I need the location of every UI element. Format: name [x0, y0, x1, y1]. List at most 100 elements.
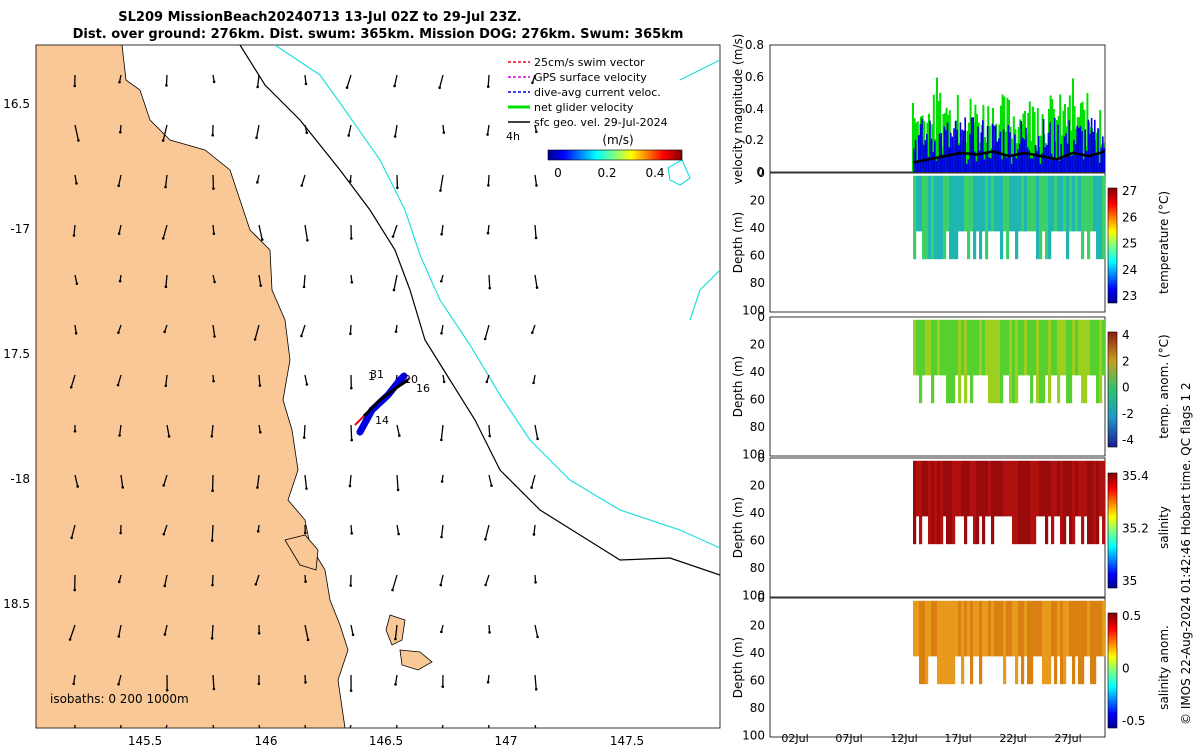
sfc-vel-arrow [396, 174, 399, 190]
sfc-vel-arrow [396, 424, 401, 437]
sfc-vel-arrow [487, 724, 490, 728]
sfc-vel-arrow [72, 224, 76, 237]
depth-y-tick: 20 [750, 619, 765, 633]
vel-y-tick: 0.2 [745, 133, 764, 147]
depth-y-label: Depth (m) [731, 356, 745, 417]
sfc-vel-arrow [486, 74, 490, 88]
sfc-vel-arrow [210, 524, 214, 542]
sfc-vel-arrow [534, 624, 539, 639]
sfc-vel-arrow [212, 374, 215, 383]
sfc-vel-arrow [396, 524, 400, 536]
sfc-vel-arrow [211, 124, 214, 137]
colorbar-tick: 0 [1122, 381, 1130, 395]
sfc-vel-arrow [394, 324, 398, 333]
sfc-vel-arrow [441, 674, 445, 688]
sfc-vel-arrow [163, 574, 168, 588]
sfc-vel-arrow [161, 124, 168, 142]
sfc-vel-arrow [253, 324, 260, 341]
vel-y-tick: 0 [756, 165, 764, 179]
sfc-vel-arrow [162, 474, 168, 487]
sfc-vel-arrow [256, 474, 260, 489]
sfc-vel-arrow [69, 374, 76, 389]
sfc-vel-arrow [258, 424, 262, 434]
sfc-vel-arrow [349, 674, 353, 692]
sfc-vel-arrow [210, 424, 214, 438]
legend-sfc-geo-vel: sfc geo. vel. 29-Jul-2024 [534, 116, 668, 129]
sfc-vel-arrow [350, 424, 354, 442]
sfc-vel-arrow [440, 274, 444, 283]
sfc-vel-arrow [304, 724, 307, 728]
colorbar-tick: -4 [1122, 433, 1134, 447]
sfc-vel-arrow [484, 574, 490, 587]
sfc-vel-arrow [304, 74, 308, 86]
sfc-vel-arrow [258, 224, 264, 241]
depth-y-tick: 0 [757, 591, 765, 605]
map-x-tick: 145.5 [128, 734, 162, 748]
legend-gps-velocity: GPS surface velocity [534, 71, 647, 84]
sfc-vel-arrow [74, 274, 79, 285]
depth-y-tick: 20 [750, 194, 765, 208]
depth-y-label: Depth (m) [731, 637, 745, 698]
sfc-vel-arrow [488, 624, 491, 634]
sfc-vel-arrow [488, 474, 493, 487]
title-line-1: SL209 MissionBeach20240713 13-Jul 02Z to… [118, 10, 521, 25]
sfc-vel-arrow [393, 74, 398, 88]
sfc-vel-arrow [73, 74, 77, 88]
sfc-vel-arrow [211, 474, 214, 493]
sfc-vel-arrow [118, 424, 122, 437]
sfc-vel-arrow [440, 624, 444, 634]
sfc-vel-arrow [212, 224, 216, 236]
sfc-vel-arrow [256, 524, 260, 533]
sfc-vel-arrow [256, 74, 260, 89]
legend-swim-vector: 25cm/s swim vector [534, 56, 645, 69]
isobath-200 [239, 45, 720, 576]
depth-y-tick: 40 [750, 506, 765, 520]
depth-panel: 0 20 40 60 80 100 Depth (m) 35.4 35.2 35 salinity [731, 451, 1171, 603]
sfc-vel-arrow [302, 274, 306, 289]
sfc-vel-arrow [118, 74, 122, 84]
sfc-vel-arrow [393, 124, 398, 138]
sfc-vel-arrow [211, 574, 214, 587]
surface-velocity-arrows [68, 74, 539, 728]
depth-colorbar [1107, 472, 1118, 589]
track-day-label: 31 [370, 368, 384, 381]
sfc-vel-arrow [74, 324, 78, 335]
sfc-vel-arrow [439, 174, 444, 192]
sfc-vel-arrow [347, 124, 352, 137]
sfc-vel-arrow [350, 224, 353, 240]
sfc-vel-arrow [212, 174, 215, 190]
vel-y-tick: 0.6 [745, 70, 764, 84]
colorbar-tick: 35.4 [1122, 469, 1149, 483]
sfc-vel-arrow [349, 724, 352, 728]
depth-y-tick: 40 [750, 365, 765, 379]
sfc-vel-arrow [256, 174, 260, 184]
isobath-1000 [679, 59, 720, 81]
depth-y-tick: 20 [750, 479, 765, 493]
sfc-vel-arrow [165, 74, 168, 87]
sfc-vel-arrow [255, 124, 260, 140]
depth-data-block [913, 175, 1106, 260]
colorbar-tick: 35 [1122, 574, 1137, 588]
sfc-vel-arrow [392, 274, 398, 292]
depth-y-tick: 100 [742, 304, 765, 318]
colorbar-tick: 0.5 [1122, 609, 1141, 623]
depth-y-tick: 60 [750, 393, 765, 407]
time-x-tick: 27Jul [1054, 732, 1081, 745]
sfc-vel-arrow [119, 524, 122, 535]
sfc-vel-arrow [72, 674, 76, 686]
vel-y-label: velocity magnitude (m/s) [731, 34, 745, 185]
colorbar-tick: 2 [1122, 354, 1130, 368]
glider-track [354, 372, 411, 436]
sfc-vel-arrow [396, 474, 400, 492]
sfc-vel-arrow [117, 224, 122, 235]
depth-data-block [913, 600, 1106, 685]
map-y-tick: 17.5 [3, 347, 30, 361]
sfc-vel-arrow [302, 424, 306, 439]
sfc-vel-arrow [119, 124, 122, 134]
sfc-vel-arrow [212, 274, 216, 284]
map-panel: 31 1 20 16 14 25cm/s swim vector GPS sur… [3, 44, 721, 748]
sfc-vel-arrow [485, 374, 490, 384]
sfc-vel-arrow [304, 574, 307, 583]
sfc-vel-arrow [117, 324, 122, 334]
sfc-vel-arrow [74, 124, 80, 142]
